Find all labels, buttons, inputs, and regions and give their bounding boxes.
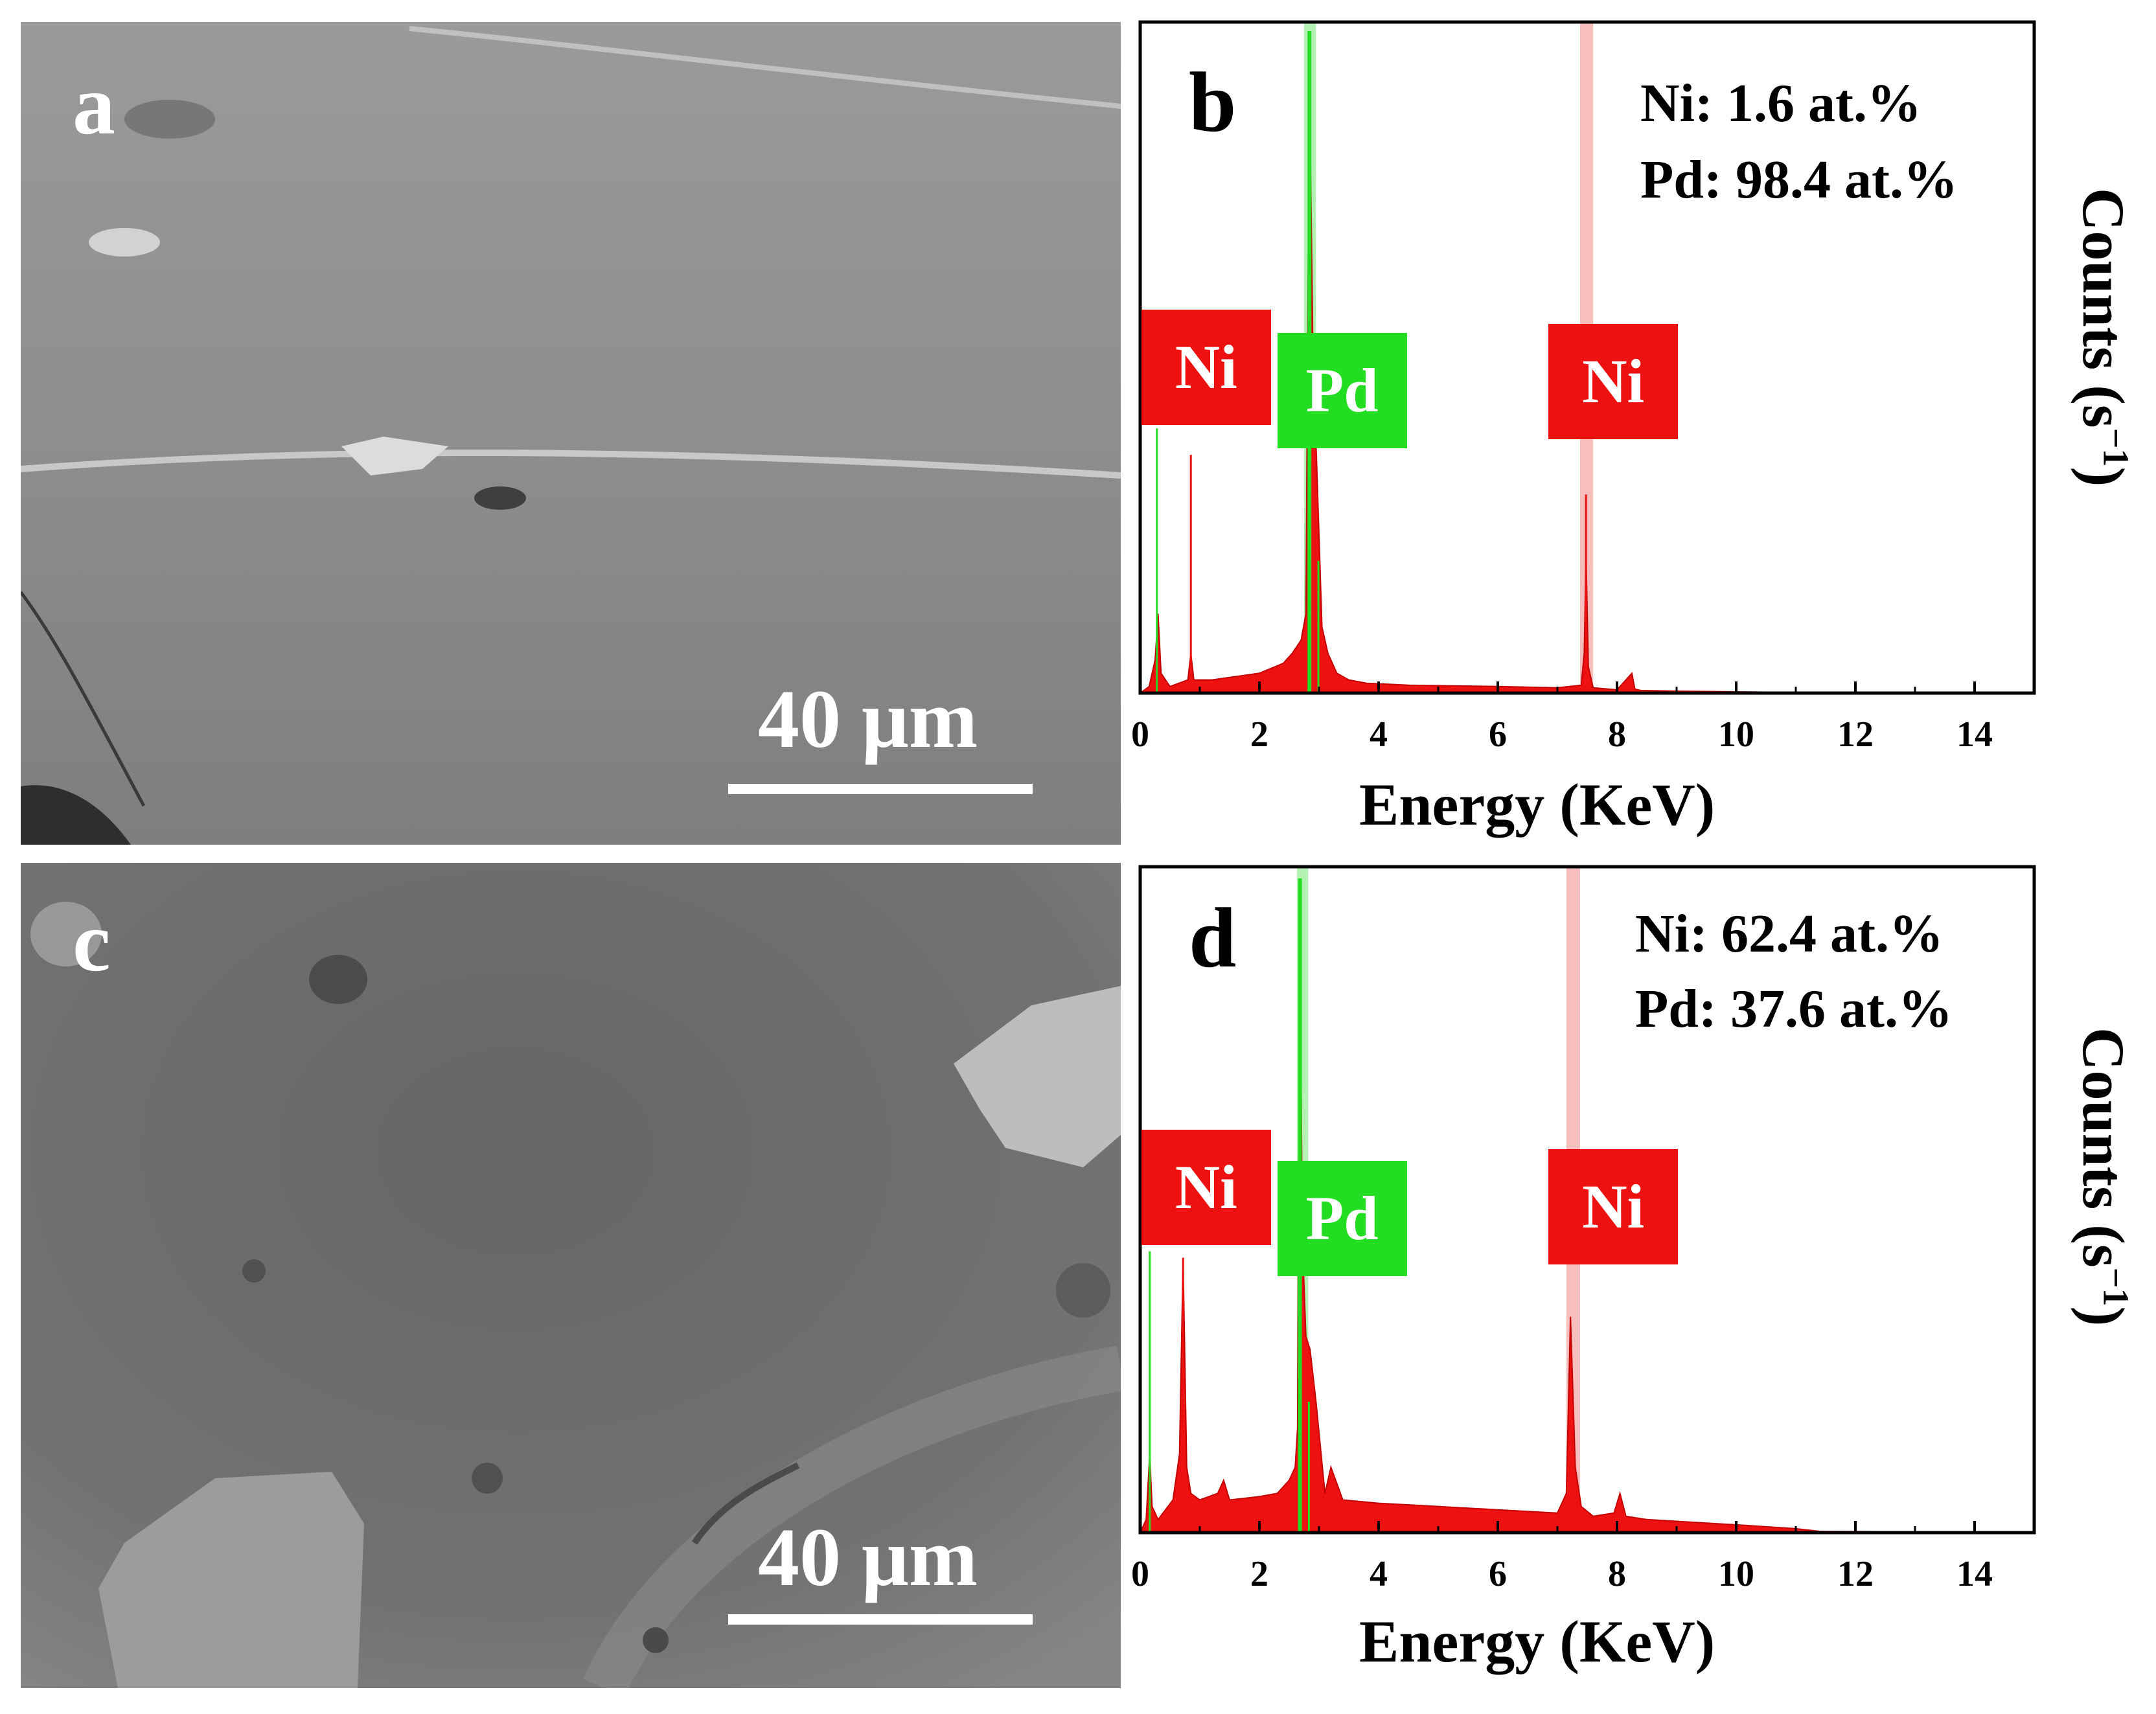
x-tick-label-b-3: 6 xyxy=(1489,714,1507,755)
panel-label-c: c xyxy=(73,894,111,989)
eds-spectrum-b: b Ni: 1.6 at.% Pd: 98.4 at.% Energy (KeV… xyxy=(0,0,2156,855)
x-tick-label-b-6: 12 xyxy=(1837,714,1874,755)
x-tick-label-d-4: 8 xyxy=(1608,1554,1626,1594)
x-tick-label-d-1: 2 xyxy=(1250,1554,1268,1594)
peak-label-ni-d-0: Ni xyxy=(1141,1130,1271,1245)
sem-image-c: c 40 μm xyxy=(21,863,1121,1688)
composition-ni-b: Ni: 1.6 at.% xyxy=(1640,73,1921,133)
composition-ni-d: Ni: 62.4 at.% xyxy=(1635,904,1944,964)
scale-bar-label-a: 40 μm xyxy=(758,673,978,765)
peak-label-pd-d-1: Pd xyxy=(1277,1161,1407,1276)
spectrum-area-d xyxy=(1139,911,2035,1533)
composition-pd-b: Pd: 98.4 at.% xyxy=(1640,150,1958,210)
sem-texture-a xyxy=(21,22,1121,845)
panel-label-d: d xyxy=(1189,890,1237,985)
x-tick-label-b-7: 14 xyxy=(1956,714,1993,755)
x-axis-label-d: Energy (KeV) xyxy=(1359,1608,1715,1674)
y-axis-label-end-d: ) xyxy=(2070,1306,2137,1327)
scale-bar-a xyxy=(728,784,1033,794)
y-axis-label-main-d: Counts (s xyxy=(2070,1027,2137,1268)
peak-label-ni-b-2: Ni xyxy=(1548,324,1679,439)
peak-label-ni-d-2: Ni xyxy=(1548,1149,1679,1264)
plot-frame-b xyxy=(1138,20,2036,695)
panel-label-a: a xyxy=(73,57,115,152)
peak-label-pd-b-1: Pd xyxy=(1277,333,1407,448)
composition-pd-d: Pd: 37.6 at.% xyxy=(1635,979,1953,1039)
x-tick-label-b-5: 10 xyxy=(1718,714,1754,755)
y-axis-label-sup-d: −1 xyxy=(2095,1267,2136,1307)
x-tick-label-b-2: 4 xyxy=(1370,714,1388,755)
x-tick-label-d-5: 10 xyxy=(1718,1554,1754,1594)
x-tick-label-b-4: 8 xyxy=(1608,714,1626,755)
peak-label-ni-b-0: Ni xyxy=(1141,310,1271,425)
x-tick-label-d-2: 4 xyxy=(1370,1554,1388,1594)
sem-image-a: a 40 μm xyxy=(21,22,1121,845)
x-axis-label-b: Energy (KeV) xyxy=(1359,771,1715,838)
scale-bar-c xyxy=(728,1614,1033,1625)
plot-frame-d xyxy=(1138,865,2036,1535)
x-tick-label-b-1: 2 xyxy=(1250,714,1268,755)
y-axis-label-d: Counts (s−1) xyxy=(2069,1027,2138,1326)
panel-label-b: b xyxy=(1189,54,1237,150)
spectrum-area-b xyxy=(1138,77,2035,694)
x-tick-label-d-7: 14 xyxy=(1956,1554,1993,1594)
x-tick-label-d-0: 0 xyxy=(1131,1554,1149,1594)
x-tick-label-b-0: 0 xyxy=(1131,714,1149,755)
x-tick-label-d-3: 6 xyxy=(1489,1554,1507,1594)
sem-texture-c xyxy=(21,863,1121,1688)
x-tick-label-d-6: 12 xyxy=(1837,1554,1874,1594)
scale-bar-label-c: 40 μm xyxy=(758,1511,978,1603)
